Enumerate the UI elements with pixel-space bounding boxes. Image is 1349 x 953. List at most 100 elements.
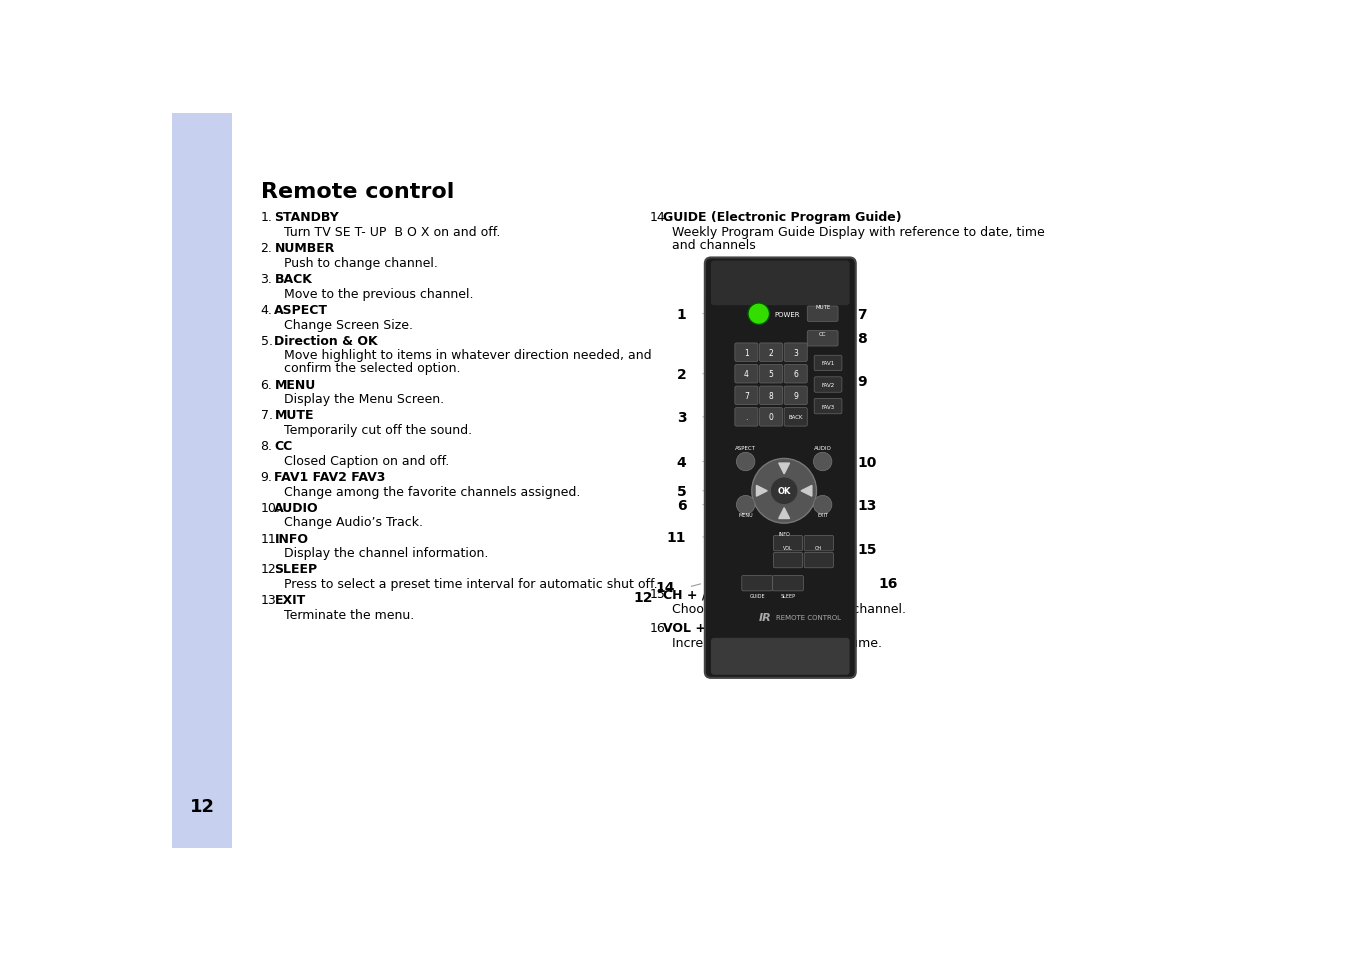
Circle shape bbox=[770, 477, 799, 505]
Text: Remote control: Remote control bbox=[260, 182, 453, 202]
Text: CC: CC bbox=[819, 332, 827, 336]
Text: Press to select a preset time interval for automatic shut off.: Press to select a preset time interval f… bbox=[283, 578, 657, 591]
FancyBboxPatch shape bbox=[773, 553, 803, 568]
Text: 9: 9 bbox=[793, 392, 799, 400]
Text: EXIT: EXIT bbox=[274, 594, 306, 606]
FancyBboxPatch shape bbox=[804, 536, 834, 551]
Text: 6: 6 bbox=[677, 498, 687, 512]
Text: 2: 2 bbox=[769, 348, 773, 357]
Text: MUTE: MUTE bbox=[815, 305, 830, 310]
Text: FAV1: FAV1 bbox=[822, 361, 835, 366]
Text: 4: 4 bbox=[745, 370, 749, 379]
Text: 14: 14 bbox=[656, 580, 674, 595]
Text: GUIDE: GUIDE bbox=[750, 593, 765, 598]
FancyBboxPatch shape bbox=[784, 344, 807, 362]
Text: 12: 12 bbox=[634, 591, 653, 604]
Text: STANDBY: STANDBY bbox=[274, 212, 339, 224]
Text: Direction & OK: Direction & OK bbox=[274, 335, 378, 347]
FancyBboxPatch shape bbox=[759, 365, 782, 383]
FancyBboxPatch shape bbox=[759, 408, 782, 427]
Text: 10.: 10. bbox=[260, 501, 281, 515]
Text: FAV2: FAV2 bbox=[822, 382, 835, 388]
Text: FAV1 FAV2 FAV3: FAV1 FAV2 FAV3 bbox=[274, 471, 386, 483]
Text: Move to the previous channel.: Move to the previous channel. bbox=[283, 288, 473, 300]
Text: SLEEP: SLEEP bbox=[781, 593, 796, 598]
FancyBboxPatch shape bbox=[711, 261, 850, 306]
Text: OK: OK bbox=[777, 487, 791, 496]
FancyBboxPatch shape bbox=[735, 365, 758, 383]
FancyBboxPatch shape bbox=[807, 332, 838, 347]
Text: confirm the selected option.: confirm the selected option. bbox=[283, 362, 460, 375]
Text: 13.: 13. bbox=[260, 594, 281, 606]
FancyBboxPatch shape bbox=[735, 408, 758, 427]
Text: CH + / -: CH + / - bbox=[664, 587, 716, 600]
Text: 15.: 15. bbox=[649, 587, 669, 600]
FancyBboxPatch shape bbox=[735, 387, 758, 405]
Text: Terminate the menu.: Terminate the menu. bbox=[283, 608, 414, 621]
Text: SLEEP: SLEEP bbox=[274, 563, 317, 576]
Text: 2.: 2. bbox=[260, 242, 272, 255]
Text: 11: 11 bbox=[666, 531, 687, 544]
Text: 14.: 14. bbox=[649, 212, 669, 224]
Text: 5: 5 bbox=[677, 484, 687, 498]
Text: 11.: 11. bbox=[260, 532, 281, 545]
Text: Turn TV SE T- UP  B O X on and off.: Turn TV SE T- UP B O X on and off. bbox=[283, 226, 500, 239]
FancyBboxPatch shape bbox=[773, 576, 804, 591]
FancyBboxPatch shape bbox=[784, 408, 807, 427]
Text: NUMBER: NUMBER bbox=[274, 242, 335, 255]
FancyBboxPatch shape bbox=[784, 365, 807, 383]
Polygon shape bbox=[778, 463, 789, 475]
Circle shape bbox=[747, 304, 769, 325]
Text: 8.: 8. bbox=[260, 439, 272, 453]
Circle shape bbox=[813, 496, 832, 515]
Text: GUIDE (Electronic Program Guide): GUIDE (Electronic Program Guide) bbox=[664, 212, 902, 224]
Text: BACK: BACK bbox=[274, 273, 312, 286]
Text: 7: 7 bbox=[745, 392, 749, 400]
Text: 7: 7 bbox=[858, 308, 867, 321]
Text: Closed Caption on and off.: Closed Caption on and off. bbox=[283, 455, 449, 467]
Text: 1.: 1. bbox=[260, 212, 272, 224]
Text: 4.: 4. bbox=[260, 304, 272, 316]
Text: MENU: MENU bbox=[274, 378, 316, 391]
Text: 1: 1 bbox=[677, 308, 687, 321]
Text: VOL: VOL bbox=[784, 545, 793, 550]
Text: POWER: POWER bbox=[774, 312, 800, 317]
Text: MUTE: MUTE bbox=[274, 409, 314, 422]
Text: Change Audio’s Track.: Change Audio’s Track. bbox=[283, 516, 422, 529]
Circle shape bbox=[751, 459, 816, 523]
Text: Increase or decrease the volume.: Increase or decrease the volume. bbox=[673, 636, 882, 649]
Text: 4: 4 bbox=[677, 455, 687, 469]
Text: Choose the next or previous channel.: Choose the next or previous channel. bbox=[673, 602, 907, 615]
Text: Change Screen Size.: Change Screen Size. bbox=[283, 318, 413, 332]
Text: ASPECT: ASPECT bbox=[735, 445, 755, 450]
Text: AUDIO: AUDIO bbox=[274, 501, 318, 515]
FancyBboxPatch shape bbox=[759, 387, 782, 405]
Text: 16: 16 bbox=[878, 577, 898, 591]
Text: 0: 0 bbox=[769, 413, 773, 422]
Text: 16.: 16. bbox=[649, 621, 669, 635]
Text: 13: 13 bbox=[858, 498, 877, 512]
Polygon shape bbox=[778, 508, 789, 519]
Text: 3: 3 bbox=[793, 348, 799, 357]
Text: INFO: INFO bbox=[274, 532, 309, 545]
Text: 12.: 12. bbox=[260, 563, 281, 576]
Text: CH: CH bbox=[815, 545, 823, 550]
Text: FAV3: FAV3 bbox=[822, 404, 835, 409]
Text: Display the channel information.: Display the channel information. bbox=[283, 547, 488, 559]
Text: BACK: BACK bbox=[788, 415, 803, 420]
Circle shape bbox=[813, 453, 832, 472]
Polygon shape bbox=[757, 486, 768, 497]
Text: 9: 9 bbox=[858, 375, 867, 388]
Text: 9.: 9. bbox=[260, 471, 272, 483]
Circle shape bbox=[737, 453, 755, 472]
Text: 5: 5 bbox=[769, 370, 773, 379]
Text: EXIT: EXIT bbox=[817, 513, 828, 517]
Text: ASPECT: ASPECT bbox=[274, 304, 328, 316]
Text: Weekly Program Guide Display with reference to date, time: Weekly Program Guide Display with refere… bbox=[673, 226, 1045, 239]
Text: IR: IR bbox=[758, 613, 772, 622]
Text: MENU: MENU bbox=[738, 513, 753, 517]
FancyBboxPatch shape bbox=[735, 344, 758, 362]
FancyBboxPatch shape bbox=[742, 576, 773, 591]
Text: 7.: 7. bbox=[260, 409, 272, 422]
FancyBboxPatch shape bbox=[704, 258, 855, 679]
